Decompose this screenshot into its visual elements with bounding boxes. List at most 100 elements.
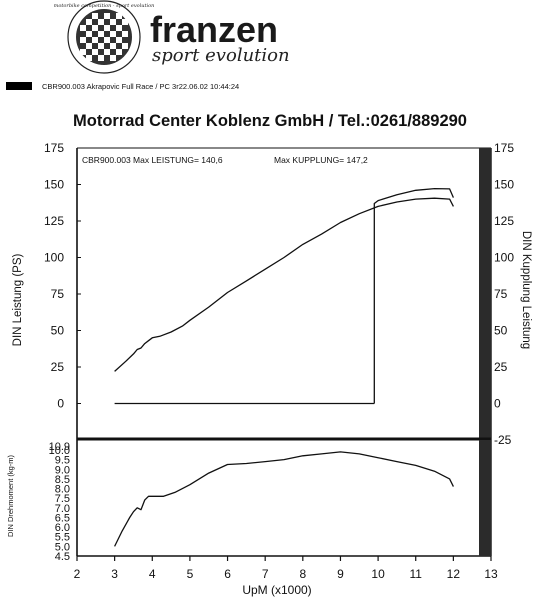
- logo-check: [122, 19, 128, 25]
- logo-check: [98, 19, 104, 25]
- rpm-x-tick-label: 11: [409, 567, 422, 581]
- clutch-y-tick-label: 150: [494, 178, 514, 192]
- torque-y-tick-label: 9.5: [55, 455, 70, 467]
- rpm-x-tick-label: 13: [484, 567, 498, 581]
- logo-check: [110, 19, 116, 25]
- logo-check: [116, 13, 122, 19]
- torque-y-tick-label: 8.5: [55, 474, 70, 486]
- logo-check: [86, 43, 92, 49]
- clutch-y-axis-label: DIN Kupplung Leistung: [520, 231, 532, 349]
- logo-check: [104, 13, 110, 19]
- rpm-x-tick-label: 3: [111, 567, 118, 581]
- logo-check: [98, 31, 104, 37]
- series-kupplung: [373, 187, 454, 404]
- logo-check: [104, 49, 110, 55]
- torque-y-ticks: 10.09.59.08.58.07.57.06.56.05.55.04.5: [49, 445, 70, 563]
- series-leistung: [114, 197, 454, 372]
- logo-checkerboard: [80, 13, 128, 61]
- clutch-y-tick-label: 75: [494, 287, 508, 301]
- logo-check: [110, 43, 116, 49]
- power-y-tick-label: 100: [44, 251, 64, 265]
- torque-y-tick-extra: 10.9: [49, 441, 70, 453]
- rpm-x-tick-label: 2: [74, 567, 81, 581]
- series-drehmoment: [114, 451, 454, 547]
- clutch-y-tick-label: 100: [494, 251, 514, 265]
- rpm-x-ticks: 2 3 4 5 6 7 8 9 10 11 12 13: [74, 556, 498, 581]
- run-info: CBR900.003 Akrapovic Full Race / PC 3r22…: [42, 82, 239, 91]
- torque-y-tick-label: 5.0: [55, 541, 70, 553]
- power-y-tick-label: 150: [44, 178, 64, 192]
- torque-series: [114, 451, 454, 547]
- torque-y-tick-label: 7.0: [55, 503, 70, 515]
- clutch-annotation: Max KUPPLUNG= 147,2: [274, 155, 368, 165]
- power-y-axis-label: DIN Leistung (PS): [12, 253, 24, 346]
- rpm-x-tick-label: 4: [149, 567, 156, 581]
- power-series: [114, 187, 454, 405]
- rpm-x-tick-label: 8: [299, 567, 306, 581]
- rpm-x-tick-label: 9: [337, 567, 344, 581]
- power-y-ticks: 175 150 125 100 75 50 25 0: [44, 141, 81, 411]
- clutch-y-tick-label: 50: [494, 324, 508, 338]
- logo-check: [116, 25, 122, 31]
- logo-check: [116, 49, 122, 55]
- power-y-tick-label: 0: [57, 397, 64, 411]
- logo-check: [92, 25, 98, 31]
- torque-y-tick-label: 7.5: [55, 493, 70, 505]
- torque-plot-right-scanbar: [479, 440, 491, 556]
- logo-check: [110, 55, 116, 61]
- power-y-tick-label: 75: [51, 287, 65, 301]
- franzen-logo: motorbike competition · sport evolution …: [54, 0, 290, 74]
- logo-check: [104, 25, 110, 31]
- power-plot-right-scanbar: [479, 148, 491, 440]
- clutch-y-tick-label: 175: [494, 141, 514, 155]
- power-y-tick-label: 50: [51, 324, 65, 338]
- logo-check: [110, 31, 116, 37]
- rpm-x-tick-label: 5: [187, 567, 194, 581]
- power-plot: CBR900.003 Max LEISTUNG= 140,6 Max KUPPL…: [12, 141, 532, 447]
- logo-check: [92, 37, 98, 43]
- logo-check: [80, 25, 86, 31]
- logo-wordmark: franzen: [150, 9, 278, 50]
- logo-check: [86, 19, 92, 25]
- rpm-x-tick-label: 12: [447, 567, 461, 581]
- logo-check: [116, 37, 122, 43]
- logo-check: [80, 49, 86, 55]
- power-annotation: CBR900.003 Max LEISTUNG= 140,6: [82, 155, 223, 165]
- torque-plot: DIN Drehmoment (kg-m) 10.9 10.09.59.08.5…: [6, 440, 498, 597]
- logo-check: [92, 13, 98, 19]
- rpm-x-tick-label: 6: [224, 567, 231, 581]
- run-color-swatch: [6, 82, 32, 90]
- clutch-y-tick-label: 25: [494, 360, 508, 374]
- torque-y-tick-label: 10.0: [49, 445, 70, 457]
- logo-check: [92, 49, 98, 55]
- torque-y-axis-label: DIN Drehmoment (kg-m): [6, 454, 15, 537]
- rpm-x-tick-label: 7: [262, 567, 269, 581]
- logo-check: [98, 55, 104, 61]
- logo-check: [80, 37, 86, 43]
- torque-y-tick-label: 6.5: [55, 512, 70, 524]
- logo-check: [122, 43, 128, 49]
- power-y-tick-label: 125: [44, 214, 64, 228]
- clutch-y-tick-label: 0: [494, 397, 501, 411]
- power-y-tick-label: 175: [44, 141, 64, 155]
- logo-check: [86, 31, 92, 37]
- power-y-tick-label: 25: [51, 360, 65, 374]
- logo-check: [122, 31, 128, 37]
- logo-check: [98, 43, 104, 49]
- logo-seal-text: motorbike competition · sport evolution: [54, 3, 155, 9]
- clutch-y-tick-label: 125: [494, 214, 514, 228]
- logo-check: [104, 37, 110, 43]
- logo-tagline: sport evolution: [152, 45, 290, 66]
- torque-y-tick-label: 5.5: [55, 532, 70, 544]
- rpm-x-axis-label: UpM (x1000): [242, 583, 311, 597]
- torque-y-tick-label: 6.0: [55, 522, 70, 534]
- rpm-x-tick-label: 10: [371, 567, 385, 581]
- clutch-y-tick-label: -25: [494, 433, 512, 447]
- torque-y-tick-label: 8.0: [55, 484, 70, 496]
- logo-check: [86, 55, 92, 61]
- header-title: Motorrad Center Koblenz GmbH / Tel.:0261…: [73, 112, 467, 130]
- torque-y-tick-label: 9.0: [55, 464, 70, 476]
- torque-y-tick-label: 4.5: [55, 551, 70, 563]
- clutch-y-ticks: 175 150 125 100 75 50 25 0 -25: [494, 141, 514, 447]
